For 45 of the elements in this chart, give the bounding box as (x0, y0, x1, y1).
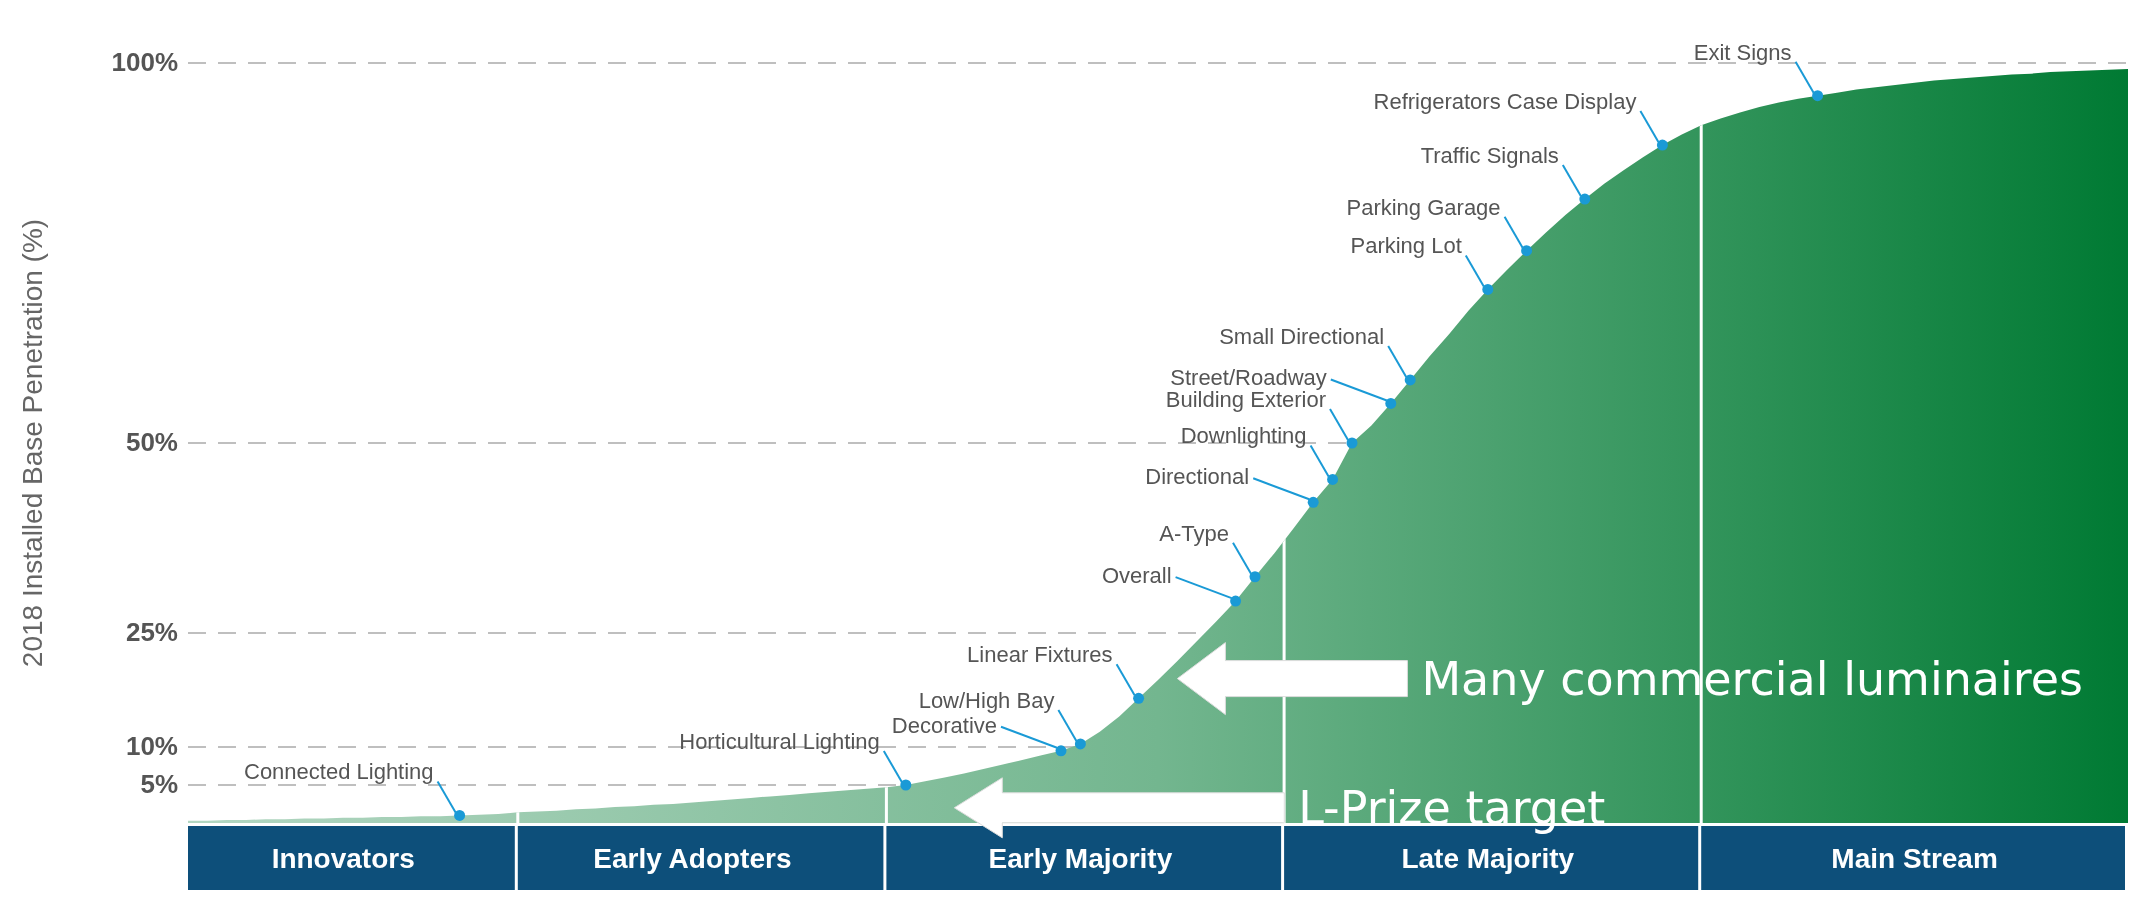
x-tick-label: Innovators (271, 843, 415, 874)
data-label: A-Type (1159, 520, 1229, 546)
data-label: Small Directional (1219, 323, 1385, 349)
point (1656, 139, 1668, 151)
point (1385, 397, 1397, 409)
x-tick-label: Main Stream (1831, 843, 1998, 874)
y-tick-label: 100% (111, 47, 178, 77)
point (1055, 745, 1067, 757)
point (1482, 283, 1494, 295)
y-axis-title: 2018 Installed Base Penetration (%) (17, 218, 48, 668)
data-label: Connected Lighting (244, 759, 434, 785)
point (1521, 245, 1533, 257)
x-tick-label: Early Majority (988, 843, 1173, 874)
data-label: Parking Lot (1350, 233, 1462, 259)
point (1307, 496, 1319, 508)
point (1230, 595, 1242, 607)
data-label: Parking Garage (1346, 194, 1501, 220)
data-label: Directional (1145, 464, 1250, 490)
data-label: Overall (1101, 563, 1172, 589)
point (1327, 473, 1339, 485)
data-label: Horticultural Lighting (679, 729, 880, 754)
point (1133, 692, 1145, 704)
x-tick-label: Late Majority (1401, 843, 1575, 874)
point (1074, 738, 1086, 750)
data-label: Low/High Bay (918, 687, 1055, 713)
point (454, 809, 466, 821)
data-label: Street/Roadway (1170, 365, 1327, 391)
data-label: Linear Fixtures (967, 642, 1113, 668)
annotation: L-Prize target (1298, 780, 1606, 835)
data-label: Downlighting (1180, 423, 1307, 449)
y-tick-label: 10% (125, 731, 178, 761)
point (1812, 90, 1824, 102)
point (1579, 193, 1591, 205)
y-tick-label: 5% (140, 769, 178, 799)
point (1346, 437, 1358, 449)
y-tick-label: 25% (125, 617, 178, 647)
data-label: Exit Signs (1693, 39, 1792, 65)
point (1404, 374, 1416, 386)
data-label: Traffic Signals (1420, 143, 1559, 169)
point (1249, 571, 1261, 583)
data-label: Decorative (891, 712, 997, 738)
y-tick-label: 50% (125, 427, 178, 457)
point (900, 779, 912, 791)
data-label: Refrigerators Case Display (1373, 89, 1637, 115)
x-tick-label: Early Adopters (593, 843, 792, 874)
